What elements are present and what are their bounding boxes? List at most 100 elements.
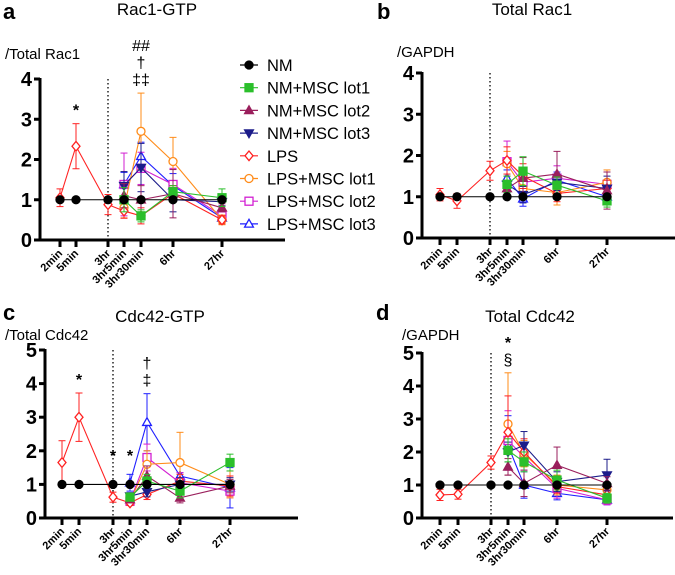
data-point — [217, 195, 227, 205]
series-line — [507, 445, 608, 501]
legend-item: NM+MSC lot3 — [240, 125, 370, 143]
y-tick-label: 2 — [403, 442, 414, 464]
data-point — [136, 195, 146, 205]
data-point — [485, 192, 495, 202]
data-point — [551, 459, 563, 470]
data-point — [502, 192, 512, 202]
data-point — [503, 426, 513, 439]
data-point — [74, 479, 84, 490]
legend-item: LPS+MSC lot1 — [240, 171, 376, 189]
data-point — [453, 488, 463, 501]
series-line — [506, 161, 608, 185]
legend-item: LPS+MSC lot2 — [240, 193, 376, 211]
data-point — [71, 195, 81, 205]
series-line — [129, 456, 231, 502]
series-line — [123, 130, 223, 221]
data-point — [602, 480, 612, 490]
data-point — [168, 156, 178, 167]
legend-marker-icon — [244, 149, 254, 162]
data-point — [74, 411, 84, 424]
data-point — [125, 492, 135, 502]
series-line — [129, 420, 231, 489]
data-point — [435, 480, 445, 490]
data-point — [225, 457, 235, 468]
data-point — [502, 179, 512, 190]
significance-annotation: ## — [132, 38, 150, 55]
y-tick-label: 2 — [26, 441, 37, 463]
data-point — [108, 479, 118, 490]
data-point — [168, 195, 178, 205]
legend-marker-icon — [243, 104, 255, 115]
panel-letter-c: c — [3, 300, 15, 325]
data-point — [175, 479, 185, 490]
legend-label: NM+MSC lot3 — [267, 125, 370, 143]
panel-letter-b: b — [377, 0, 390, 24]
y-tick-label: 0 — [26, 508, 37, 530]
series-line — [506, 173, 608, 192]
x-tick-label: 6hr — [542, 525, 563, 546]
x-tick-label: 6hr — [165, 525, 186, 546]
y-tick-label: 1 — [26, 474, 37, 496]
significance-annotation: * — [76, 372, 83, 389]
x-tick-label: 27hr — [202, 247, 227, 272]
y-tick-label: 4 — [21, 69, 33, 91]
data-point — [136, 126, 146, 136]
chart-title-b: Total Rac1 — [492, 0, 572, 19]
data-point — [125, 479, 135, 490]
legend-item: LPS — [240, 148, 298, 166]
data-point — [119, 195, 129, 205]
x-tick-label: 6hr — [158, 247, 179, 268]
legend-label: LPS+MSC lot1 — [267, 171, 376, 189]
y-label-a: /Total Rac1 — [5, 46, 80, 63]
data-point — [552, 192, 562, 202]
series-nm — [55, 195, 227, 205]
y-tick-label: 2 — [403, 146, 414, 168]
x-tick-label: 27hr — [587, 245, 612, 270]
significance-annotation: * — [73, 103, 80, 120]
legend-marker-icon — [244, 60, 254, 70]
y-tick-label: 4 — [26, 374, 38, 396]
data-point — [552, 480, 562, 490]
series-line — [506, 177, 608, 200]
y-tick-label: 2 — [21, 150, 32, 172]
legend-item: LPS+MSC lot3 — [240, 216, 376, 234]
legend-marker-icon — [244, 196, 254, 206]
y-tick-label: 3 — [21, 109, 32, 131]
y-tick-label: 0 — [21, 230, 32, 252]
panel-letter-a: a — [3, 0, 16, 24]
data-point — [486, 456, 496, 469]
y-tick-label: 0 — [403, 508, 414, 530]
y-tick-label: 1 — [21, 190, 32, 212]
significance-annotation: ‡‡ — [132, 72, 150, 89]
data-point — [108, 491, 118, 503]
data-point — [217, 214, 227, 226]
series-line — [506, 163, 608, 194]
data-point — [602, 493, 612, 503]
chart-title-a: Rac1-GTP — [117, 0, 197, 19]
y-tick-label: 0 — [403, 228, 414, 250]
significance-annotation: ‡ — [143, 373, 152, 390]
data-point — [435, 489, 445, 501]
data-point — [435, 192, 445, 202]
data-point — [518, 166, 528, 176]
chart-title-c: Cdc42-GTP — [115, 307, 205, 326]
series-line — [129, 462, 231, 498]
data-point — [175, 457, 185, 468]
legend-item: NM+MSC lot1 — [240, 80, 370, 98]
significance-annotation: * — [505, 335, 512, 352]
x-tick-label: 27hr — [210, 525, 235, 550]
data-point — [452, 192, 462, 202]
x-tick-label: 27hr — [587, 525, 612, 550]
significance-annotation: * — [110, 448, 117, 465]
significance-annotation: § — [504, 352, 513, 369]
legend-marker-icon — [243, 129, 255, 140]
panel-letter-d: d — [376, 300, 389, 325]
series-line — [507, 444, 608, 483]
data-point — [503, 480, 513, 490]
series-nm-msc-lot1 — [503, 438, 612, 504]
significance-annotation: * — [127, 448, 134, 465]
legend-label: NM+MSC lot1 — [267, 80, 370, 98]
